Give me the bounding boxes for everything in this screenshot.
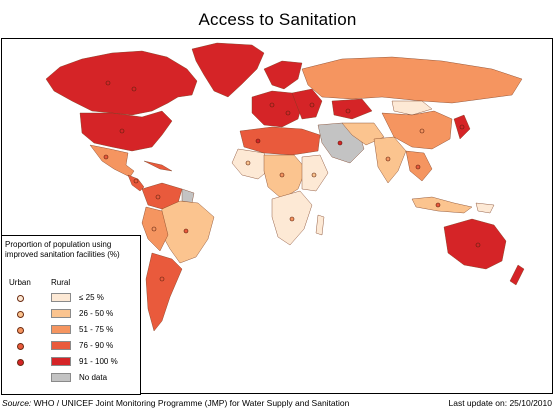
urban-dot xyxy=(103,154,109,160)
legend-urban-symbol xyxy=(17,327,24,334)
urban-dot xyxy=(159,276,165,282)
urban-dot xyxy=(459,124,465,130)
urban-dot xyxy=(279,172,285,178)
urban-dot xyxy=(435,202,441,208)
legend-rural-swatch xyxy=(51,373,71,382)
western-europe xyxy=(251,90,303,128)
urban-dot xyxy=(131,86,137,92)
legend-row: 76 - 90 % xyxy=(2,341,140,353)
legend-urban-symbol xyxy=(17,359,24,366)
canada xyxy=(45,50,198,116)
indonesia xyxy=(411,196,473,214)
urban-dot xyxy=(309,102,315,108)
urban-dot xyxy=(289,216,295,222)
map-title: Access to Sanitation xyxy=(198,10,357,29)
legend-rural-swatch xyxy=(51,357,71,366)
urban-dot xyxy=(245,160,251,166)
guianas xyxy=(181,188,195,204)
legend-rural-swatch xyxy=(51,293,71,302)
new-zealand xyxy=(509,264,525,286)
world-map-canvas xyxy=(45,42,525,332)
eastern-europe xyxy=(291,88,323,120)
map-legend: Proportion of population using improved … xyxy=(1,235,141,395)
legend-rural-swatch xyxy=(51,341,71,350)
source-prefix: Source: xyxy=(2,398,32,408)
legend-range-label: 26 - 50 % xyxy=(79,309,114,318)
scandinavia xyxy=(263,60,303,90)
legend-range-label: 76 - 90 % xyxy=(79,341,114,350)
north-africa xyxy=(239,126,321,156)
urban-dot xyxy=(415,164,421,170)
urban-dot xyxy=(337,140,343,146)
urban-dot xyxy=(183,228,189,234)
kazakhstan xyxy=(331,98,373,120)
china xyxy=(381,110,453,150)
legend-row: 91 - 100 % xyxy=(2,357,140,369)
russia xyxy=(301,56,523,104)
urban-dot xyxy=(255,138,261,144)
legend-range-label: No data xyxy=(79,373,108,382)
source-text: WHO / UNICEF Joint Monitoring Programme … xyxy=(31,398,350,408)
urban-dot xyxy=(119,128,125,134)
greenland xyxy=(191,42,265,98)
legend-row: 51 - 75 % xyxy=(2,325,140,337)
madagascar xyxy=(315,214,325,236)
legend-urban-symbol xyxy=(17,311,24,318)
legend-urban-symbol xyxy=(17,295,24,302)
legend-urban-symbol xyxy=(17,343,24,350)
urban-dot xyxy=(311,172,317,178)
urban-dot xyxy=(285,110,291,116)
legend-heading: Proportion of population using improved … xyxy=(5,240,120,259)
urban-dot xyxy=(155,194,161,200)
legend-row: 26 - 50 % xyxy=(2,309,140,321)
caribbean xyxy=(143,160,173,172)
legend-range-label: 91 - 100 % xyxy=(79,357,118,366)
urban-dot xyxy=(133,178,139,184)
mexico xyxy=(89,144,135,178)
urban-dot xyxy=(385,156,391,162)
legend-rural-swatch xyxy=(51,309,71,318)
papua-new-guinea xyxy=(475,202,495,214)
legend-rural-label: Rural xyxy=(51,278,71,287)
legend-urban-label: Urban xyxy=(9,278,31,287)
urban-dot xyxy=(345,108,351,114)
australia xyxy=(443,218,507,270)
legend-rural-swatch xyxy=(51,325,71,334)
argentina-chile xyxy=(145,252,183,332)
legend-row: No data xyxy=(2,373,140,385)
mongolia xyxy=(391,100,433,116)
legend-range-label: 51 - 75 % xyxy=(79,325,114,334)
urban-dot xyxy=(105,80,111,86)
last-update: Last update on: 25/10/2010 xyxy=(448,398,552,408)
urban-dot xyxy=(419,128,425,134)
source-note: Source: WHO / UNICEF Joint Monitoring Pr… xyxy=(2,398,349,408)
urban-dot xyxy=(269,102,275,108)
united-states xyxy=(79,110,173,152)
legend-row: ≤ 25 % xyxy=(2,293,140,305)
west-africa xyxy=(231,148,271,180)
urban-dot xyxy=(151,226,157,232)
urban-dot xyxy=(475,242,481,248)
legend-range-label: ≤ 25 % xyxy=(79,293,104,302)
